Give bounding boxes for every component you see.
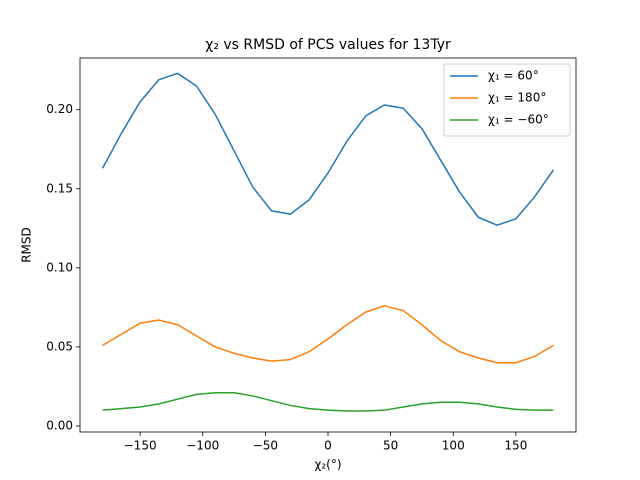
legend-label: χ₁ = 60° [488, 69, 539, 83]
y-tick-label: 0.20 [46, 102, 73, 116]
legend-box [443, 63, 571, 137]
x-tick-label: 150 [504, 439, 527, 453]
legend: χ₁ = 60° χ₁ = 180° χ₁ = −60° [443, 63, 571, 137]
x-tick-label: −100 [186, 439, 219, 453]
chart-title: χ₂ vs RMSD of PCS values for 13Tyr [205, 37, 451, 53]
legend-label: χ₁ = −60° [488, 113, 549, 127]
x-tick-label: −50 [253, 439, 278, 453]
x-tick-label: 0 [324, 439, 332, 453]
x-tick-label: 100 [442, 439, 465, 453]
x-tick-label: 50 [383, 439, 398, 453]
x-tick-label: −150 [124, 439, 157, 453]
x-axis-label: χ₂(°) [314, 458, 341, 472]
series-line [102, 392, 554, 412]
y-tick-label: 0.05 [46, 339, 73, 353]
y-tick-label: 0.15 [46, 181, 73, 195]
y-axis-label: RMSD [20, 227, 34, 263]
series-line [101, 72, 555, 226]
series-line [102, 305, 554, 364]
y-tick-label: 0.00 [46, 418, 73, 432]
plot-frame [79, 57, 577, 433]
legend-label: χ₁ = 180° [488, 91, 546, 105]
y-tick-label: 0.10 [46, 260, 73, 274]
